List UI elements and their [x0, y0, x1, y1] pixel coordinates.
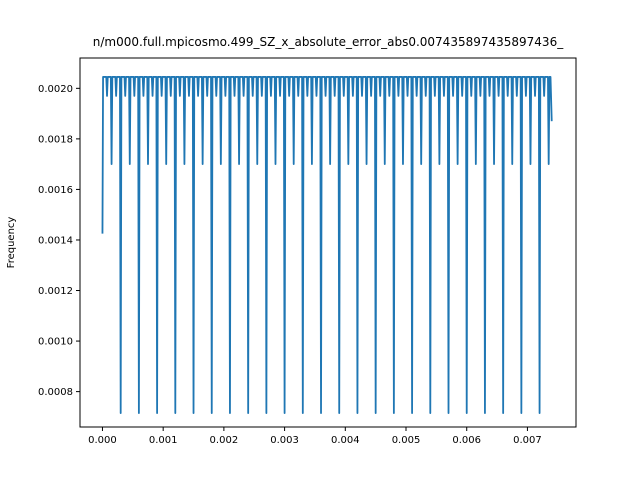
- y-tick-label: 0.0016: [38, 185, 73, 196]
- frequency-series-line: [101, 76, 553, 414]
- y-tick-label: 0.0014: [38, 235, 73, 246]
- axes-frame: [79, 57, 577, 428]
- x-tick-label: 0.002: [210, 435, 239, 446]
- plot-area: [101, 76, 553, 414]
- y-tick-label: 0.0012: [38, 286, 73, 297]
- y-axis-label: Frequency: [6, 217, 17, 269]
- axis-ticks: 0.000 0.001 0.002 0.003 0.004 0.005 0.006 0.007…: [38, 84, 542, 446]
- x-tick-label: 0.000: [88, 435, 117, 446]
- x-tick-label: 0.001: [149, 435, 178, 446]
- x-tick-label: 0.004: [331, 435, 360, 446]
- y-tick-label: 0.0018: [38, 134, 73, 145]
- x-tick-label: 0.006: [452, 435, 481, 446]
- x-tick-label: 0.003: [270, 435, 299, 446]
- chart-title: n/m000.full.mpicosmo.499_SZ_x_absolute_e…: [93, 35, 564, 49]
- y-tick-label: 0.0020: [38, 84, 73, 95]
- x-tick-label: 0.007: [513, 435, 542, 446]
- x-tick-label: 0.005: [392, 435, 421, 446]
- y-tick-label: 0.0010: [38, 337, 73, 348]
- y-tick-label: 0.0008: [38, 387, 73, 398]
